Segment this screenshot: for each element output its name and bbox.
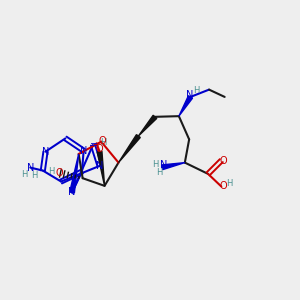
Text: N: N: [42, 147, 49, 157]
Text: N: N: [68, 188, 76, 197]
Text: H: H: [156, 168, 163, 177]
Text: N: N: [96, 161, 103, 171]
Text: O: O: [95, 144, 103, 154]
Text: H: H: [31, 171, 37, 180]
Polygon shape: [97, 151, 104, 186]
Text: H: H: [152, 160, 159, 169]
Polygon shape: [70, 154, 79, 193]
Text: O: O: [55, 168, 63, 178]
Text: H: H: [193, 86, 200, 95]
Polygon shape: [179, 96, 193, 116]
Text: O: O: [98, 136, 106, 146]
Text: H: H: [48, 167, 55, 176]
Text: =: =: [90, 140, 98, 150]
Text: N: N: [186, 89, 194, 100]
Text: N: N: [27, 163, 34, 172]
Polygon shape: [162, 163, 185, 170]
Text: H: H: [100, 138, 106, 147]
Text: O: O: [220, 156, 227, 166]
Text: H: H: [21, 170, 28, 179]
Text: N: N: [160, 160, 167, 170]
Text: O: O: [220, 182, 227, 191]
Polygon shape: [118, 135, 140, 163]
Text: N: N: [80, 146, 87, 156]
Text: H: H: [226, 179, 233, 188]
Polygon shape: [138, 115, 157, 136]
